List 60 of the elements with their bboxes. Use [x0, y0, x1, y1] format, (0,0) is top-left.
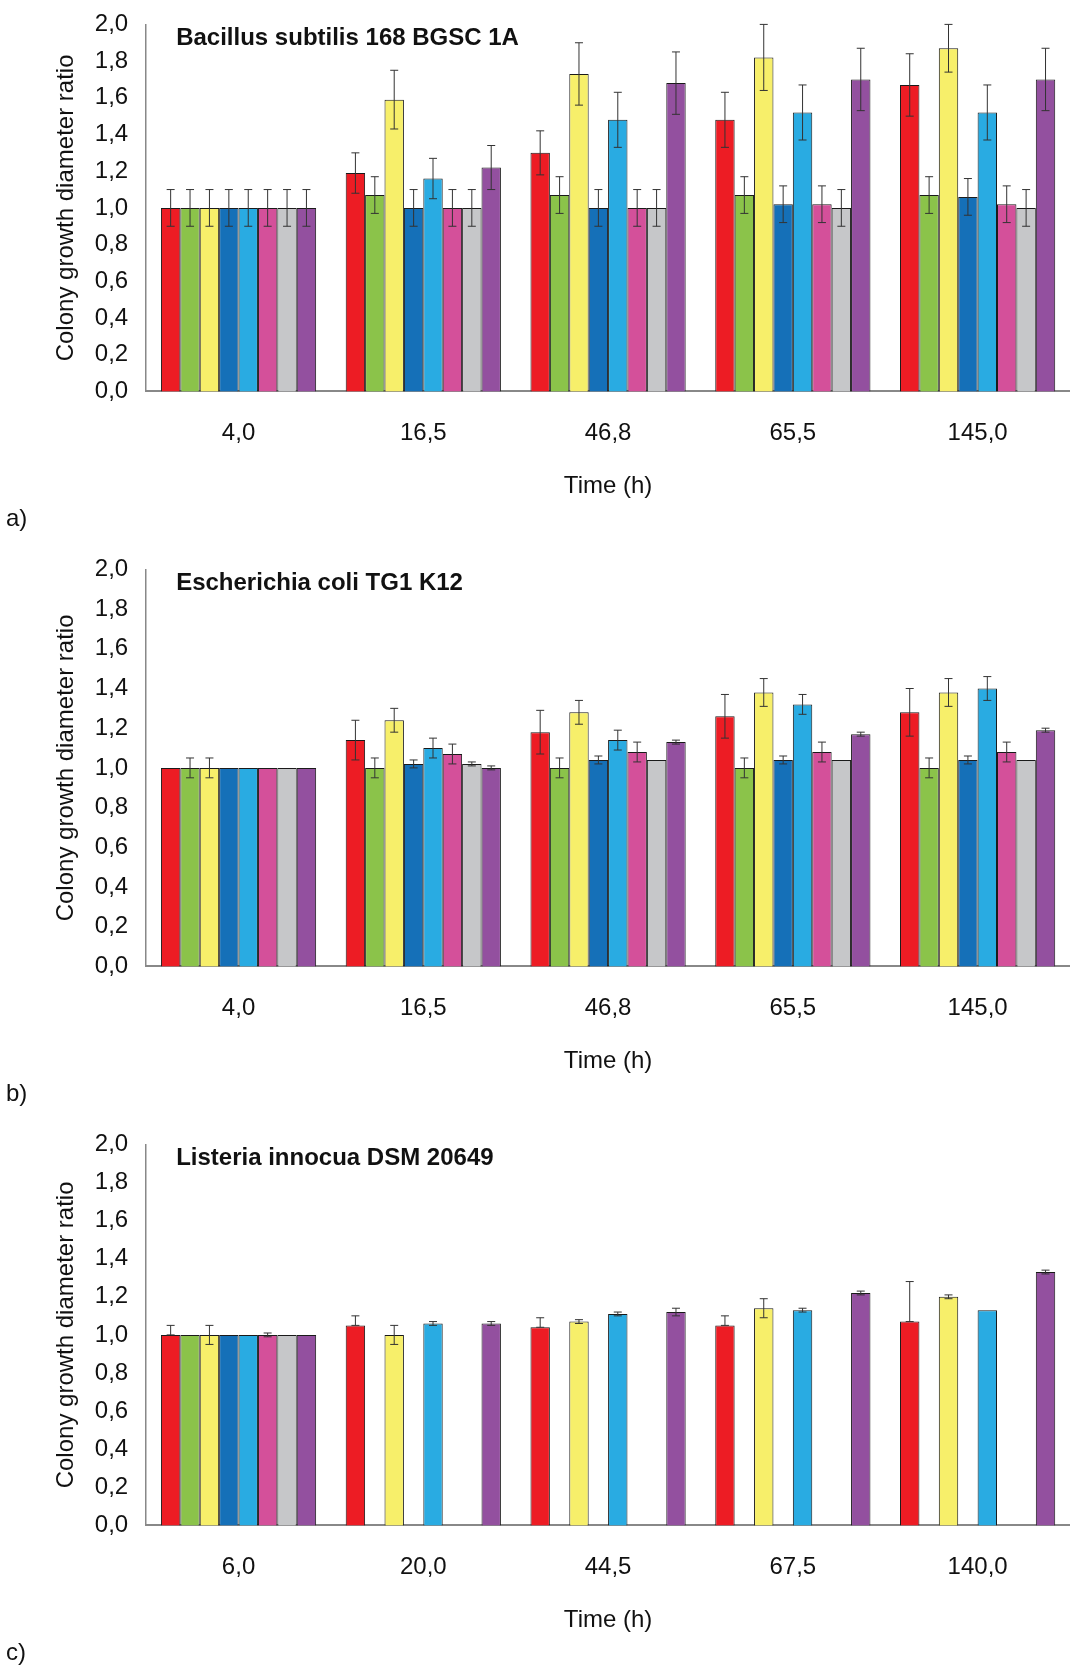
chart-title: Escherichia coli TG1 K12: [176, 568, 463, 596]
y-tick-label: 1,8: [94, 45, 129, 73]
y-tick-label: 0,2: [94, 911, 129, 939]
y-tick-label: 1,8: [94, 593, 129, 621]
text: b): [6, 1078, 28, 1106]
y-tick-label: 0,8: [94, 792, 129, 820]
y-tick-label: 1,2: [94, 712, 129, 740]
y-tick-label: 1,6: [94, 1205, 129, 1233]
y-tick-label: 1,0: [94, 1319, 129, 1347]
y-tick-label: 2,0: [94, 554, 129, 582]
y-tick-label: 0,6: [94, 831, 129, 859]
x-tick-label: 44,5: [584, 1552, 632, 1580]
x-tick-label: 20,0: [399, 1552, 447, 1580]
y-tick-label: 2,0: [94, 1129, 129, 1157]
y-tick-label: 1,2: [94, 1281, 129, 1309]
y-tick-label: 1,6: [94, 82, 129, 110]
chart-title: Bacillus subtilis 168 BGSC 1A: [176, 23, 519, 51]
y-tick-label: 0,2: [94, 339, 129, 367]
x-tick-label: 65,5: [769, 993, 817, 1021]
y-tick-label: 2,0: [94, 9, 129, 37]
y-tick-label: 1,4: [94, 673, 129, 701]
y-tick-label: 0,4: [94, 302, 129, 330]
y-tick-label: 1,8: [94, 1167, 129, 1195]
y-tick-label: 0,8: [94, 1357, 129, 1385]
x-tick-label: 16,5: [399, 993, 447, 1021]
y-tick-label: 1,4: [94, 1243, 129, 1271]
x-axis-title: Time (h): [563, 1605, 653, 1633]
x-axis-title: Time (h): [563, 1046, 653, 1074]
chart-title: Listeria innocua DSM 20649: [176, 1143, 494, 1171]
y-tick-label: 1,4: [94, 119, 129, 147]
y-tick-label: 1,0: [94, 192, 129, 220]
y-tick-label: 1,6: [94, 633, 129, 661]
y-axis-title: Colony growth diameter ratio: [51, 1181, 79, 1489]
x-tick-label: 67,5: [769, 1552, 817, 1580]
y-tick-label: 0,0: [94, 1510, 129, 1538]
y-tick-label: 0,6: [94, 265, 129, 293]
x-tick-label: 140,0: [947, 1552, 1008, 1580]
text: a): [6, 503, 28, 531]
x-tick-label: 4,0: [221, 993, 256, 1021]
x-tick-label: 6,0: [221, 1552, 256, 1580]
y-tick-label: 1,0: [94, 752, 129, 780]
x-tick-label: 145,0: [947, 418, 1008, 446]
y-tick-label: 0,0: [94, 376, 129, 404]
y-tick-label: 1,2: [94, 155, 129, 183]
y-tick-label: 0,4: [94, 871, 129, 899]
x-tick-label: 65,5: [769, 418, 817, 446]
y-axis-title: Colony growth diameter ratio: [51, 54, 79, 362]
x-tick-label: 145,0: [947, 993, 1008, 1021]
y-tick-label: 0,8: [94, 229, 129, 257]
x-tick-label: 46,8: [584, 418, 632, 446]
x-tick-label: 46,8: [584, 993, 632, 1021]
x-axis-title: Time (h): [563, 471, 653, 499]
y-tick-label: 0,2: [94, 1471, 129, 1499]
x-tick-label: 4,0: [221, 418, 256, 446]
y-axis-title: Colony growth diameter ratio: [51, 614, 79, 922]
y-tick-label: 0,4: [94, 1433, 129, 1461]
y-tick-label: 0,6: [94, 1395, 129, 1423]
x-tick-label: 16,5: [399, 418, 447, 446]
text: c): [6, 1637, 26, 1665]
y-tick-label: 0,0: [94, 951, 129, 979]
